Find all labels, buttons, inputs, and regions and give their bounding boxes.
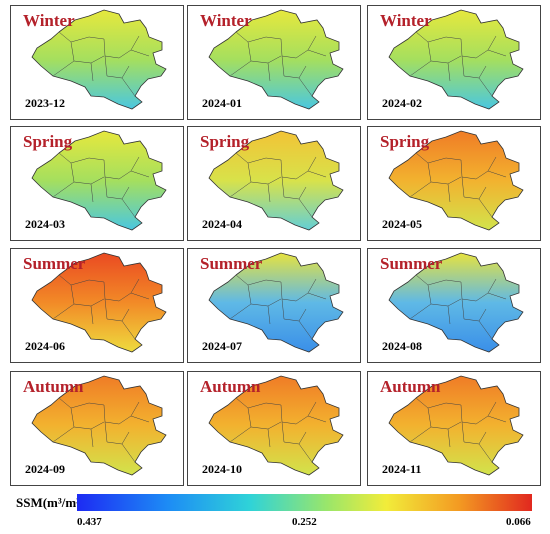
region-map <box>388 252 524 353</box>
map-panel: Summer 2024-08 <box>367 248 541 363</box>
map-panel: Summer 2024-07 <box>187 248 361 363</box>
season-label: Spring <box>380 132 430 151</box>
legend-title: SSM(m³/m³) <box>16 495 85 510</box>
map-panel: Winter 2023-12 <box>10 5 184 120</box>
date-label: 2024-07 <box>202 339 242 353</box>
map-panel: Winter 2024-02 <box>367 5 541 120</box>
date-label: 2024-11 <box>382 462 422 476</box>
season-label: Summer <box>23 254 86 273</box>
map-panel: Summer 2024-06 <box>10 248 184 363</box>
region-map <box>208 375 344 476</box>
region-map <box>208 9 344 110</box>
map-panel: Spring 2024-03 <box>10 126 184 241</box>
region-map <box>31 9 167 110</box>
season-label: Winter <box>380 11 432 30</box>
region-map <box>388 130 524 231</box>
season-label: Summer <box>200 254 263 273</box>
region-map <box>388 9 524 110</box>
map-panel: Autumn 2024-09 <box>10 371 184 486</box>
season-label: Winter <box>200 11 252 30</box>
date-label: 2024-04 <box>202 217 242 231</box>
season-label: Autumn <box>380 377 441 396</box>
date-label: 2024-06 <box>25 339 65 353</box>
map-panel: Spring 2024-04 <box>187 126 361 241</box>
map-panel: Autumn 2024-10 <box>187 371 361 486</box>
map-panel: Autumn 2024-11 <box>367 371 541 486</box>
date-label: 2024-02 <box>382 96 422 110</box>
map-panel: Spring 2024-05 <box>367 126 541 241</box>
season-label: Spring <box>23 132 73 151</box>
region-map <box>31 375 167 476</box>
season-label: Winter <box>23 11 75 30</box>
date-label: 2024-10 <box>202 462 242 476</box>
date-label: 2024-09 <box>25 462 65 476</box>
season-label: Autumn <box>23 377 84 396</box>
date-label: 2024-08 <box>382 339 422 353</box>
season-label: Autumn <box>200 377 261 396</box>
legend-max-label: 0.066 <box>506 516 531 528</box>
date-label: 2024-05 <box>382 217 422 231</box>
legend-mid-label: 0.252 <box>292 516 317 528</box>
legend-min-label: 0.437 <box>77 516 102 528</box>
map-panel: Winter 2024-01 <box>187 5 361 120</box>
legend-colorbar <box>77 494 532 511</box>
date-label: 2024-01 <box>202 96 242 110</box>
date-label: 2023-12 <box>25 96 65 110</box>
region-map <box>31 130 167 231</box>
region-map <box>208 252 344 353</box>
region-map <box>31 252 167 353</box>
region-map <box>208 130 344 231</box>
season-label: Summer <box>380 254 443 273</box>
date-label: 2024-03 <box>25 217 65 231</box>
region-map <box>388 375 524 476</box>
season-label: Spring <box>200 132 250 151</box>
